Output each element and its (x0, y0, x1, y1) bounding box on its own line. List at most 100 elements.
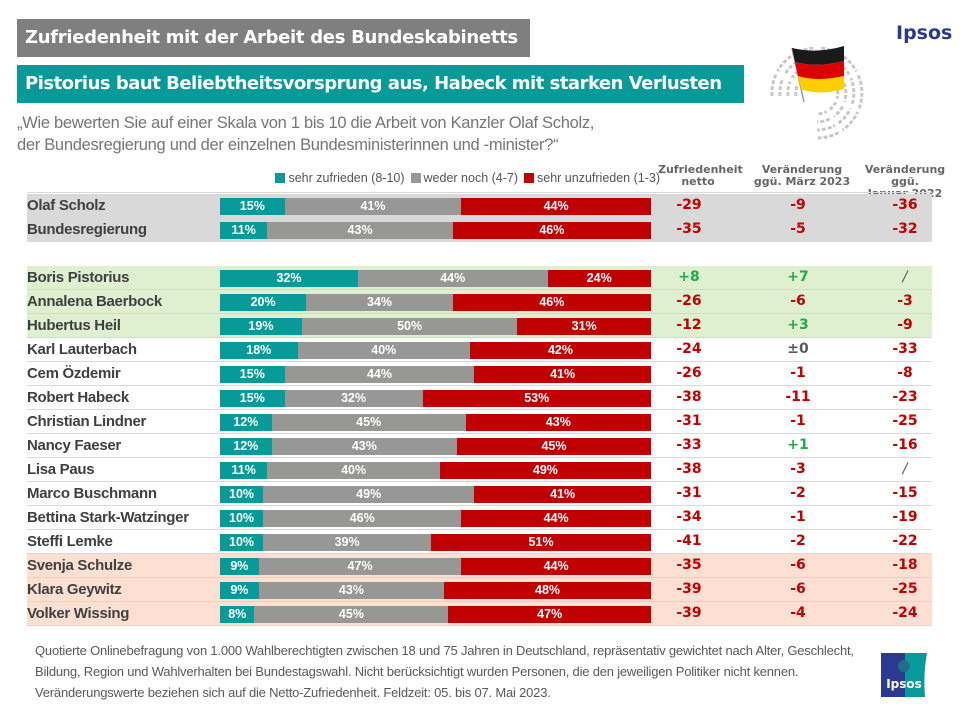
row-label: Annalena Baerbock (27, 293, 162, 310)
value-netto: -26 (676, 365, 702, 381)
value-change-januar-2022: -18 (892, 557, 918, 573)
value-netto: -33 (676, 437, 702, 453)
stacked-bar: 12% 45% 43% (220, 414, 651, 431)
stacked-bar: 9% 43% 48% (220, 582, 651, 599)
value-change-januar-2022: -15 (892, 485, 918, 501)
value-change-maerz-2023: -1 (790, 365, 806, 381)
table-row: Volker Wissing 8% 45% 47% -39 -4 -24 (27, 602, 932, 626)
bar-segment-neutral: 45% (254, 606, 449, 623)
row-label: Bundesregierung (27, 221, 147, 238)
column-header-januar-line1: Veränderung ggü. (864, 163, 946, 188)
value-change-januar-2022: -8 (897, 365, 913, 381)
question-line-2: der Bundesregierung und der einzelnen Bu… (17, 136, 559, 154)
legend-item-positive: sehr zufrieden (8-10) (275, 171, 405, 185)
row-label: Cem Özdemir (27, 365, 121, 382)
bar-segment-neutral: 46% (263, 510, 462, 527)
stacked-bar: 15% 44% 41% (220, 366, 651, 383)
parliament-flag-icon (762, 26, 872, 141)
bar-segment-satisfied: 12% (220, 438, 272, 455)
row-label: Marco Buschmann (27, 485, 157, 502)
value-change-januar-2022: -32 (892, 221, 918, 237)
chart-legend: sehr zufrieden (8-10) weder noch (4-7) s… (200, 170, 660, 186)
bar-segment-dissatisfied: 49% (439, 462, 651, 479)
bar-segment-dissatisfied: 42% (469, 342, 651, 359)
bar-segment-neutral: 43% (267, 222, 453, 239)
table-row: Steffi Lemke 10% 39% 51% -41 -2 -22 (27, 530, 932, 554)
bar-segment-neutral: 43% (258, 582, 445, 599)
bar-segment-dissatisfied: 53% (422, 390, 651, 407)
bar-segment-dissatisfied: 44% (461, 558, 651, 575)
bar-segment-neutral: 49% (263, 486, 475, 503)
bar-segment-neutral: 40% (267, 462, 440, 479)
bar-segment-satisfied: 10% (220, 534, 264, 551)
bar-segment-satisfied: 32% (220, 270, 358, 287)
row-label: Christian Lindner (27, 413, 147, 430)
bar-segment-neutral: 32% (284, 390, 423, 407)
bar-segment-satisfied: 9% (220, 558, 259, 575)
bar-segment-dissatisfied: 41% (474, 366, 651, 383)
value-change-januar-2022: / (902, 461, 908, 477)
bar-segment-satisfied: 15% (220, 198, 285, 215)
value-change-maerz-2023: -3 (790, 461, 806, 477)
column-header-netto-line2: netto (681, 175, 715, 188)
bar-segment-neutral: 40% (297, 342, 470, 359)
row-label: Klara Geywitz (27, 581, 122, 598)
row-label: Bettina Stark-Watzinger (27, 509, 189, 526)
bar-segment-dissatisfied: 31% (517, 318, 651, 335)
bar-segment-dissatisfied: 45% (457, 438, 651, 455)
bar-segment-neutral: 45% (271, 414, 466, 431)
legend-swatch-negative (524, 173, 535, 183)
value-change-maerz-2023: -2 (790, 533, 806, 549)
stacked-bar: 12% 43% 45% (220, 438, 651, 455)
value-netto: -38 (676, 461, 702, 477)
table-row: Boris Pistorius 32% 44% 24% +8 +7 / (27, 266, 932, 290)
value-change-maerz-2023: -6 (790, 293, 806, 309)
column-header-netto-line1: Zufriedenheit (658, 163, 743, 176)
value-change-maerz-2023: ±0 (787, 341, 809, 357)
stacked-bar: 8% 45% 47% (220, 606, 651, 623)
table-row: Karl Lauterbach 18% 40% 42% -24 ±0 -33 (27, 338, 932, 362)
table-row: Annalena Baerbock 20% 34% 46% -26 -6 -3 (27, 290, 932, 314)
table-row: Bettina Stark-Watzinger 10% 46% 44% -34 -1 -19 (27, 506, 932, 530)
table-row: Klara Geywitz 9% 43% 48% -39 -6 -25 (27, 578, 932, 602)
column-header-maerz-line2: ggü. März 2023 (753, 175, 851, 188)
ipsos-brand-text: Ipsos (896, 22, 953, 44)
chart-subtitle: Pistorius baut Beliebtheitsvorsprung aus… (17, 65, 744, 103)
value-netto: -31 (676, 413, 702, 429)
value-netto: -26 (676, 293, 702, 309)
methodology-footnote: Quotierte Onlinebefragung von 1.000 Wahl… (35, 643, 854, 700)
bar-segment-neutral: 39% (263, 534, 432, 551)
bar-segment-satisfied: 9% (220, 582, 259, 599)
table-top-rule (27, 192, 932, 193)
value-netto: -12 (676, 317, 702, 333)
value-change-maerz-2023: -1 (790, 413, 806, 429)
value-netto: +8 (678, 269, 700, 285)
stacked-bar: 15% 32% 53% (220, 390, 651, 407)
column-header-maerz-line1: Veränderung (761, 163, 843, 176)
legend-swatch-neutral (410, 173, 421, 183)
row-label: Robert Habeck (27, 389, 129, 406)
value-netto: -35 (676, 557, 702, 573)
table-row: Olaf Scholz 15% 41% 44% -29 -9 -36 (27, 194, 932, 218)
table-row: Marco Buschmann 10% 49% 41% -31 -2 -15 (27, 482, 932, 506)
stacked-bar: 19% 50% 31% (220, 318, 651, 335)
value-netto: -24 (676, 341, 702, 357)
table-row: Nancy Faeser 12% 43% 45% -33 +1 -16 (27, 434, 932, 458)
bar-segment-dissatisfied: 46% (452, 294, 651, 311)
legend-label-negative: sehr unzufrieden (1-3) (537, 171, 660, 185)
table-row: Cem Özdemir 15% 44% 41% -26 -1 -8 (27, 362, 932, 386)
question-line-1: „Wie bewerten Sie auf einer Skala von 1 … (17, 114, 595, 132)
bar-segment-satisfied: 20% (220, 294, 307, 311)
table-row: Robert Habeck 15% 32% 53% -38 -11 -23 (27, 386, 932, 410)
value-change-maerz-2023: -9 (790, 197, 806, 213)
value-change-maerz-2023: -1 (790, 509, 806, 525)
stacked-bar: 10% 46% 44% (220, 510, 651, 527)
value-change-januar-2022: -24 (892, 605, 918, 621)
chart-title: Zufriedenheit mit der Arbeit des Bundesk… (17, 19, 530, 57)
stacked-bar: 18% 40% 42% (220, 342, 651, 359)
row-label: Karl Lauterbach (27, 341, 137, 358)
bar-segment-neutral: 34% (306, 294, 453, 311)
bar-segment-satisfied: 15% (220, 366, 285, 383)
row-label: Lisa Paus (27, 461, 95, 478)
stacked-bar: 10% 49% 41% (220, 486, 651, 503)
